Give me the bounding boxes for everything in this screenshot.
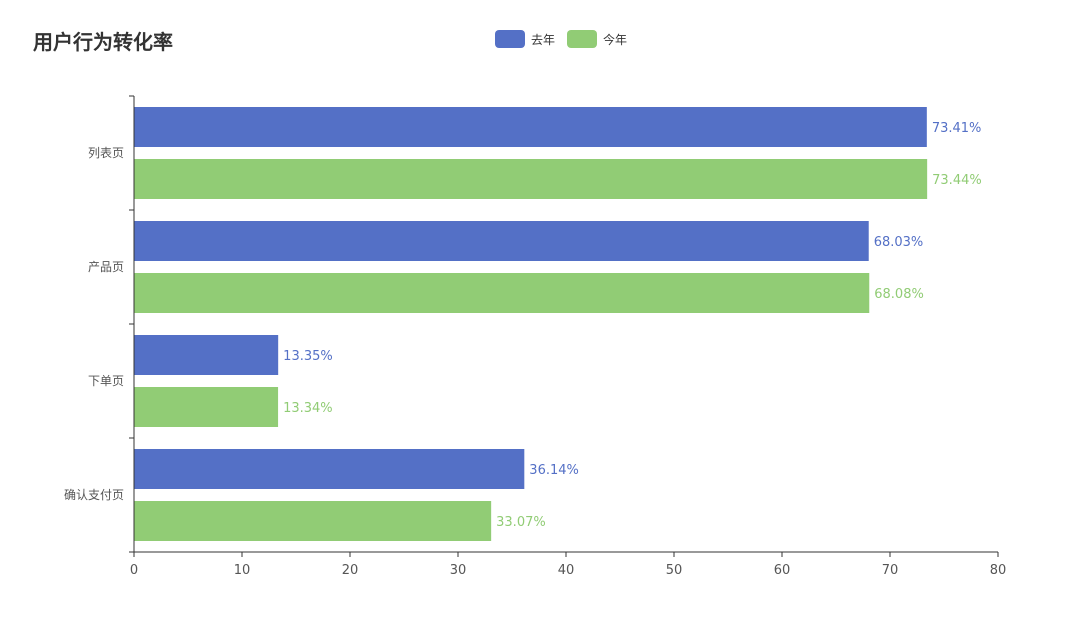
- x-tick-label-1: 10: [234, 563, 251, 578]
- x-tick-label-4: 40: [558, 563, 575, 578]
- legend: 去年 今年: [495, 30, 627, 48]
- data-label-this-year-2: 13.34%: [283, 401, 333, 416]
- data-label-this-year-1: 68.08%: [874, 287, 924, 302]
- category-label-0: 列表页: [88, 146, 124, 160]
- data-label-last-year-0: 73.41%: [932, 121, 982, 136]
- data-label-last-year-2: 13.35%: [283, 349, 333, 364]
- bar-this-year-2: [134, 387, 279, 427]
- legend-label-this-year: 今年: [603, 32, 628, 47]
- x-tick-label-5: 50: [666, 563, 683, 578]
- category-label-3: 确认支付页: [64, 488, 124, 502]
- chart-title: 用户行为转化率: [33, 30, 173, 54]
- bar-this-year-3: [134, 501, 492, 541]
- bar-last-year-0: [134, 107, 927, 147]
- legend-swatch-this-year: [567, 30, 598, 48]
- bar-last-year-1: [134, 221, 869, 261]
- x-tick-label-8: 80: [990, 563, 1007, 578]
- data-label-this-year-0: 73.44%: [932, 173, 982, 188]
- x-tick-label-3: 30: [450, 563, 467, 578]
- x-tick-label-0: 0: [130, 563, 138, 578]
- legend-swatch-last-year: [495, 30, 525, 48]
- bar-last-year-2: [134, 335, 279, 375]
- legend-item-last-year[interactable]: 去年: [495, 30, 555, 48]
- data-label-this-year-3: 33.07%: [496, 515, 546, 530]
- data-label-last-year-1: 68.03%: [874, 235, 924, 250]
- legend-item-this-year[interactable]: 今年: [567, 30, 627, 48]
- category-label-2: 下单页: [88, 374, 124, 388]
- category-label-1: 产品页: [88, 260, 124, 274]
- legend-label-last-year: 去年: [531, 32, 556, 47]
- data-label-last-year-3: 36.14%: [529, 463, 579, 478]
- bar-last-year-3: [134, 449, 525, 489]
- bar-this-year-0: [134, 159, 928, 199]
- x-tick-label-7: 70: [882, 563, 899, 578]
- bar-this-year-1: [134, 273, 870, 313]
- x-tick-label-2: 20: [342, 563, 359, 578]
- x-tick-label-6: 60: [774, 563, 791, 578]
